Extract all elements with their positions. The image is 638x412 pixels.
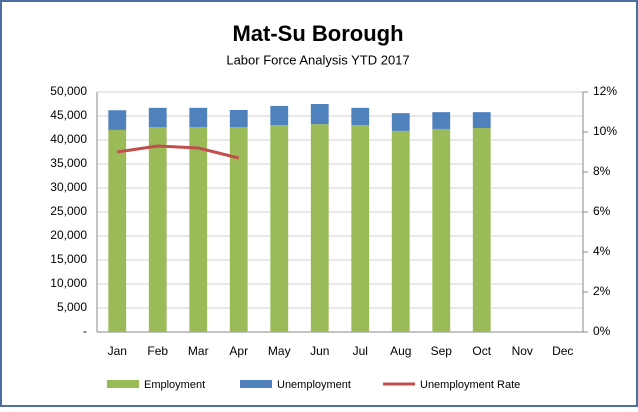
y-tick-label: 45,000 (50, 108, 87, 122)
bar (432, 112, 451, 129)
bar (270, 105, 289, 126)
x-tick-label: Sep (431, 344, 453, 358)
legend-label: Unemployment Rate (420, 379, 520, 391)
y-tick-label: - (83, 324, 87, 338)
bar (189, 127, 208, 332)
bar (351, 107, 370, 126)
y-tick-label: 35,000 (50, 156, 87, 170)
legend-label: Employment (144, 379, 205, 391)
x-tick-label: May (268, 344, 291, 358)
y-tick-label: 20,000 (50, 228, 87, 242)
y-tick-label: 10,000 (50, 276, 87, 290)
bar (229, 110, 248, 128)
legend-swatch (240, 380, 272, 388)
chart-subtitle: Labor Force Analysis YTD 2017 (226, 52, 409, 67)
y-tick-label: 15,000 (50, 252, 87, 266)
y2-tick-label: 0% (593, 324, 611, 338)
y-tick-label: 40,000 (50, 132, 87, 146)
y-tick-label: 25,000 (50, 204, 87, 218)
x-tick-label: Dec (552, 344, 573, 358)
x-tick-label: Aug (390, 344, 411, 358)
bar (229, 127, 248, 332)
x-tick-label: Jul (353, 344, 368, 358)
bar (351, 125, 370, 333)
y2-tick-label: 8% (593, 164, 611, 178)
legend-label: Unemployment (277, 379, 351, 391)
y2-tick-label: 4% (593, 244, 611, 258)
bar (391, 130, 410, 332)
x-tick-label: Jan (108, 344, 127, 358)
bar (310, 124, 329, 332)
bar (148, 107, 167, 128)
bar (472, 112, 491, 128)
y-tick-label: 5,000 (57, 300, 87, 314)
bar (472, 128, 491, 332)
y2-tick-label: 10% (593, 124, 617, 138)
bar (108, 110, 127, 130)
rate-line (117, 144, 240, 160)
y2-tick-label: 2% (593, 284, 611, 298)
chart-title: Mat-Su Borough (232, 21, 403, 46)
bar (148, 127, 167, 332)
bar (189, 107, 208, 128)
x-tick-label: Nov (512, 344, 533, 358)
y2-tick-label: 6% (593, 204, 611, 218)
x-tick-label: Mar (188, 344, 209, 358)
x-tick-label: Apr (229, 344, 248, 358)
y-tick-label: 50,000 (50, 84, 87, 98)
y2-tick-label: 12% (593, 84, 617, 98)
bar (310, 104, 329, 125)
y-tick-label: 30,000 (50, 180, 87, 194)
bar (270, 125, 289, 333)
x-tick-label: Oct (472, 344, 491, 358)
bar (108, 129, 127, 332)
legend-swatch (107, 380, 139, 388)
x-tick-label: Feb (147, 344, 168, 358)
bar (391, 113, 410, 131)
bar (432, 128, 451, 332)
x-tick-label: Jun (310, 344, 329, 358)
